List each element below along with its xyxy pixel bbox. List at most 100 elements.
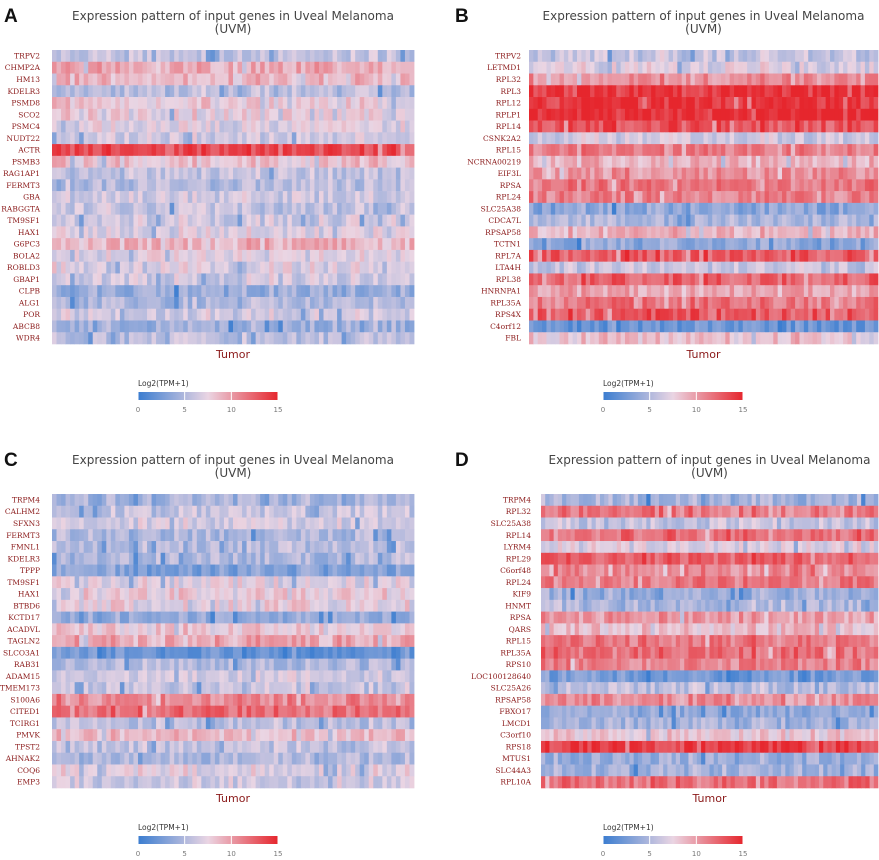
heatmap-cell <box>201 273 207 286</box>
heatmap-cell <box>101 132 107 145</box>
heatmap-cell <box>269 249 275 262</box>
heatmap-cell <box>825 273 831 286</box>
heatmap-cell <box>219 61 225 74</box>
heatmap-cell <box>83 144 89 157</box>
heatmap-cell <box>624 167 630 180</box>
heatmap-cell <box>821 308 827 321</box>
heatmap-cell <box>729 273 735 286</box>
heatmap-cell <box>843 249 848 262</box>
heatmap-cell <box>88 308 94 321</box>
heatmap-cell <box>620 273 626 286</box>
heatmap-cell <box>869 226 875 239</box>
heatmap-cell <box>223 214 229 227</box>
heatmap-cell <box>151 273 157 286</box>
heatmap-cell <box>282 226 288 239</box>
heatmap-cell <box>764 167 770 180</box>
heatmap-cell <box>681 61 687 74</box>
heatmap-cell <box>585 132 591 145</box>
heatmap-cell <box>192 120 198 133</box>
heatmap-cell <box>147 296 152 310</box>
heatmap-cell <box>233 541 238 554</box>
heatmap-cell <box>350 179 356 192</box>
heatmap-cell <box>269 50 275 63</box>
heatmap-cell <box>751 249 757 262</box>
heatmap-cell <box>156 214 161 227</box>
heatmap-cell <box>620 155 626 168</box>
heatmap-cell <box>686 167 691 180</box>
heatmap-cell <box>790 144 796 157</box>
heatmap-cell <box>174 50 180 63</box>
heatmap-cell <box>382 285 388 298</box>
heatmap-cell <box>115 61 121 74</box>
heatmap-cell <box>821 273 827 286</box>
heatmap-cell <box>133 214 139 227</box>
heatmap-cell <box>187 308 193 321</box>
heatmap-cell <box>816 73 822 86</box>
heatmap-cell <box>160 494 166 507</box>
heatmap-cell <box>228 505 234 518</box>
heatmap-cell <box>346 120 352 133</box>
heatmap-cell <box>720 285 726 298</box>
heatmap-cell <box>747 108 752 121</box>
heatmap-cell <box>309 564 315 577</box>
heatmap-cell <box>65 97 71 110</box>
heatmap-cell <box>52 529 57 542</box>
heatmap-cell <box>790 226 796 239</box>
heatmap-cell <box>856 332 861 345</box>
heatmap-cell <box>386 191 392 204</box>
heatmap-cell <box>106 599 112 612</box>
heatmap-cell <box>70 132 76 145</box>
heatmap-cell <box>65 202 71 215</box>
heatmap-cell <box>760 296 765 310</box>
heatmap-cell <box>110 320 116 333</box>
heatmap-cell <box>786 144 792 157</box>
heatmap-cell <box>260 505 266 518</box>
heatmap-cell <box>79 320 85 333</box>
heatmap-cell <box>346 588 352 601</box>
heatmap-cell <box>391 529 397 542</box>
heatmap-cell <box>386 296 392 310</box>
heatmap-cell <box>668 120 674 133</box>
heatmap-cell <box>598 120 604 133</box>
heatmap-cell <box>260 97 266 110</box>
heatmap-cell <box>668 332 674 345</box>
heatmap-cell <box>742 332 748 345</box>
heatmap-cell <box>151 97 157 110</box>
heatmap-cell <box>594 273 600 286</box>
heatmap-cell <box>228 120 234 133</box>
heatmap-cell <box>192 214 198 227</box>
heatmap-cell <box>328 588 333 601</box>
heatmap-cell <box>773 120 779 133</box>
heatmap-cell <box>309 144 315 157</box>
heatmap-cell <box>223 202 229 215</box>
heatmap-cell <box>686 273 691 286</box>
heatmap-cell <box>646 61 652 74</box>
heatmap-cell <box>332 202 338 215</box>
heatmap-cell <box>278 108 284 121</box>
heatmap-cell <box>328 505 333 518</box>
heatmap-cell <box>755 167 761 180</box>
heatmap-cell <box>260 108 266 121</box>
heatmap-cell <box>205 238 211 251</box>
heatmap-cell <box>183 202 189 215</box>
heatmap-cell <box>264 517 270 530</box>
heatmap-cell <box>156 517 161 530</box>
heatmap-cell <box>585 108 591 121</box>
heatmap-cell <box>332 120 338 133</box>
heatmap-cell <box>803 238 809 251</box>
heatmap-cell <box>305 238 311 251</box>
heatmap-cell <box>799 132 805 145</box>
heatmap-cell <box>672 132 678 145</box>
heatmap-cell <box>160 167 166 180</box>
heatmap-cell <box>373 541 379 554</box>
heatmap-cell <box>712 144 717 157</box>
heatmap-cell <box>151 108 157 121</box>
heatmap-cell <box>160 623 166 636</box>
heatmap-cell <box>346 529 352 542</box>
heatmap-cell <box>563 226 569 239</box>
heatmap-cell <box>92 611 98 624</box>
heatmap-cell <box>703 191 709 204</box>
heatmap-cell <box>611 85 617 98</box>
heatmap-cell <box>747 167 752 180</box>
heatmap-cell <box>328 599 333 612</box>
